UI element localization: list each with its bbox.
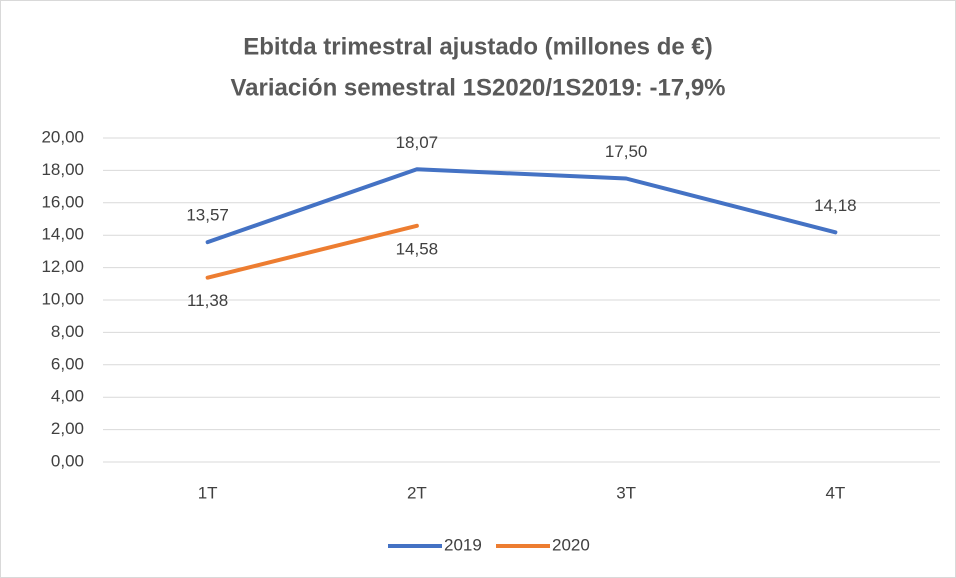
data-label: 14,58 <box>396 239 439 258</box>
data-label: 18,07 <box>396 133 439 152</box>
y-tick-label: 18,00 <box>41 160 84 179</box>
data-label: 13,57 <box>186 206 229 225</box>
y-tick-label: 2,00 <box>51 419 84 438</box>
y-tick-label: 0,00 <box>51 451 84 470</box>
data-label: 17,50 <box>605 142 648 161</box>
x-tick-label: 1T <box>198 483 218 502</box>
y-tick-label: 4,00 <box>51 387 84 406</box>
x-tick-label: 2T <box>407 483 427 502</box>
y-tick-label: 6,00 <box>51 354 84 373</box>
legend-label: 2019 <box>444 535 482 554</box>
y-tick-label: 12,00 <box>41 257 84 276</box>
legend-label: 2020 <box>552 535 590 554</box>
chart-title: Ebitda trimestral ajustado (millones de … <box>243 33 712 60</box>
data-label: 14,18 <box>814 196 857 215</box>
x-tick-label: 4T <box>825 483 845 502</box>
line-series <box>205 223 419 280</box>
line-series <box>205 167 838 245</box>
y-tick-label: 16,00 <box>41 192 84 211</box>
y-tick-label: 20,00 <box>41 127 84 146</box>
chart-subtitle: Variación semestral 1S2020/1S2019: -17,9… <box>231 74 726 101</box>
y-tick-label: 8,00 <box>51 322 84 341</box>
y-tick-label: 14,00 <box>41 225 84 244</box>
y-tick-label: 10,00 <box>41 289 84 308</box>
x-tick-label: 3T <box>616 483 636 502</box>
data-label: 11,38 <box>187 291 228 310</box>
